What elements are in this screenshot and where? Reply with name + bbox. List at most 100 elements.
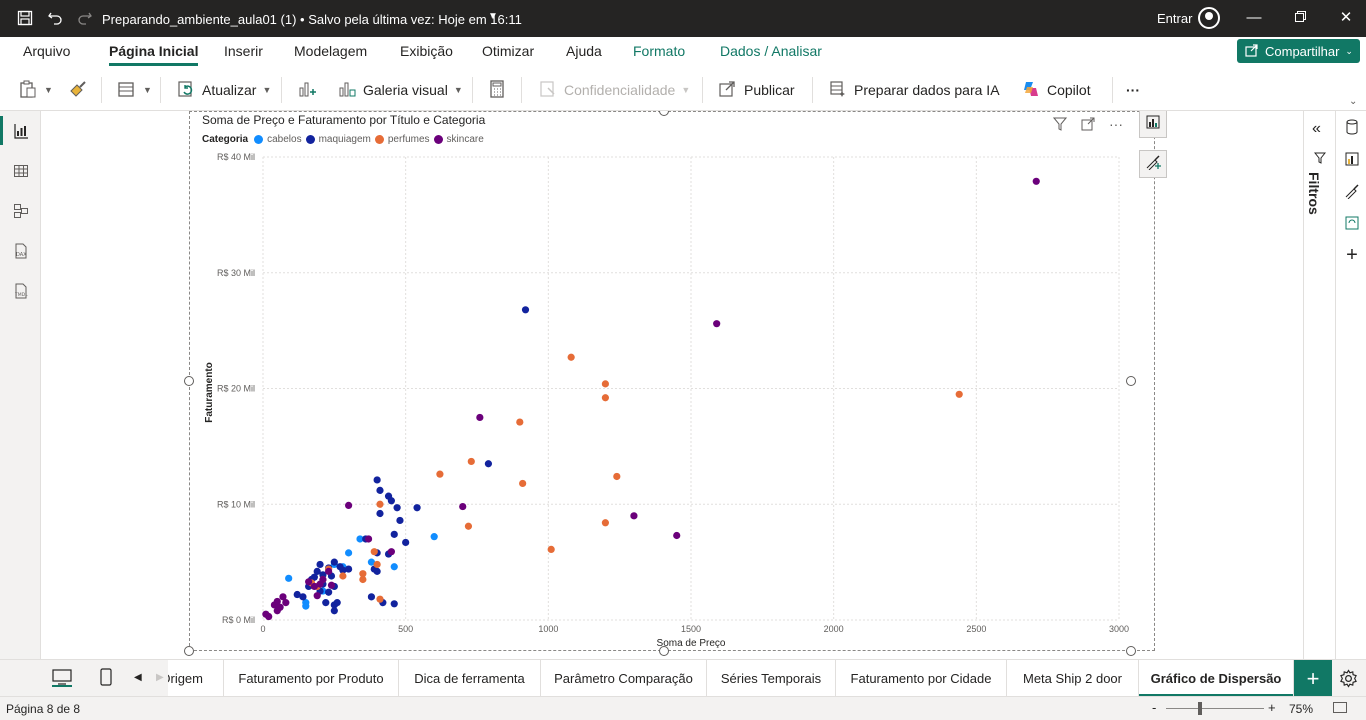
collapse-pane-icon[interactable]: « <box>1312 120 1321 137</box>
calculator-icon <box>487 79 507 102</box>
focus-mode-icon[interactable] <box>1080 116 1096 132</box>
scroll-tabs-left-icon[interactable]: ◀ <box>134 672 142 683</box>
redo-icon[interactable] <box>76 9 94 27</box>
resize-handle-bottom[interactable] <box>659 646 669 656</box>
page-tab-dica-ferramenta[interactable]: Dica de ferramenta <box>399 660 541 697</box>
filter-icon[interactable] <box>1052 116 1068 132</box>
tmdl-view-icon[interactable]: TMDL <box>10 280 31 301</box>
sign-in-link[interactable]: Entrar <box>1157 11 1193 26</box>
add-pane-icon[interactable]: + <box>1346 243 1358 266</box>
data-point-perfumes <box>359 575 367 584</box>
share-icon <box>1245 43 1259 60</box>
get-data-button[interactable]: ▼ <box>117 77 152 103</box>
page-tab-parametro-comparacao[interactable]: Parâmetro Comparação <box>541 660 707 697</box>
zoom-level[interactable]: 75% <box>1289 702 1314 716</box>
publish-button[interactable]: Publicar <box>718 77 795 103</box>
zoom-in-button[interactable]: + <box>1268 700 1276 715</box>
visualizations-pane-icon[interactable] <box>1342 149 1362 169</box>
maximize-icon[interactable] <box>1290 9 1310 27</box>
save-icon[interactable] <box>16 9 34 27</box>
minimize-icon[interactable]: — <box>1246 9 1262 26</box>
copilot-icon <box>1021 79 1041 102</box>
legend-label-skincare[interactable]: skincare <box>446 134 484 145</box>
mobile-layout-icon[interactable] <box>100 668 112 691</box>
copilot-button[interactable]: Copilot <box>1021 77 1091 103</box>
close-icon[interactable]: ✕ <box>1339 9 1353 26</box>
menu-tab-exibicao[interactable]: Exibição <box>400 43 453 59</box>
avatar-icon[interactable] <box>1198 7 1220 29</box>
sensitivity-button[interactable]: Confidencialidade ▼ <box>538 77 690 103</box>
desktop-layout-icon[interactable] <box>51 667 73 692</box>
x-tick-label: 0 <box>260 624 265 634</box>
data-point-perfumes <box>613 472 621 481</box>
prepare-ai-button[interactable]: Preparar dados para IA <box>828 77 1000 103</box>
menu-tab-ajuda[interactable]: Ajuda <box>566 43 602 59</box>
zoom-slider[interactable] <box>1166 708 1264 709</box>
menu-tab-inserir[interactable]: Inserir <box>224 43 263 59</box>
scroll-tabs-right-icon[interactable]: ▶ <box>156 672 164 683</box>
settings-icon[interactable] <box>1339 669 1358 693</box>
sync-slicers-icon[interactable] <box>1342 213 1362 233</box>
chevron-down-icon[interactable]: ▼ <box>488 11 498 22</box>
menu-tab-arquivo[interactable]: Arquivo <box>23 43 71 59</box>
share-button[interactable]: Compartilhar ⌄ <box>1237 39 1360 63</box>
menu-tab-formato[interactable]: Formato <box>633 43 686 59</box>
document-title[interactable]: Preparando_ambiente_aula01 (1) • Salvo p… <box>102 12 522 27</box>
share-label: Compartilhar <box>1265 43 1340 59</box>
menu-tab-dados-analisar[interactable]: Dados / Analisar <box>720 43 822 59</box>
menu-tab-pagina-inicial[interactable]: Página Inicial <box>109 43 199 66</box>
undo-icon[interactable] <box>46 9 64 27</box>
page-tab-grafico-dispersao[interactable]: Gráfico de Dispersão <box>1139 660 1294 697</box>
zoom-slider-thumb[interactable] <box>1198 702 1202 715</box>
paste-button[interactable]: ▼ <box>18 77 53 103</box>
data-pane-icon[interactable] <box>1342 117 1362 137</box>
page-tab-meta-ship[interactable]: Meta Ship 2 door <box>1007 660 1139 697</box>
page-tab-label: Faturamento por Cidade <box>850 671 992 686</box>
page-tab-series-temporais[interactable]: Séries Temporais <box>707 660 836 697</box>
format-pane-icon[interactable] <box>1342 181 1362 201</box>
resize-handle-left[interactable] <box>184 376 194 386</box>
data-point-perfumes <box>436 470 444 478</box>
format-painter-button[interactable] <box>68 77 88 103</box>
legend-label-maquiagem[interactable]: maquiagem <box>318 134 371 145</box>
model-view-icon[interactable] <box>10 200 31 221</box>
menu-tab-otimizar[interactable]: Otimizar <box>482 43 535 59</box>
legend-label-perfumes[interactable]: perfumes <box>387 134 430 145</box>
publish-label: Publicar <box>744 82 795 98</box>
more-options-icon[interactable]: ··· <box>1109 116 1123 132</box>
more-options-button[interactable]: ··· <box>1126 82 1140 98</box>
visual-gallery-button[interactable]: Galeria visual ▼ <box>337 77 463 103</box>
resize-handle-right[interactable] <box>1126 376 1136 386</box>
new-visual-button[interactable] <box>297 77 317 103</box>
chevron-down-icon: ▼ <box>143 85 152 95</box>
data-point-maquiagem <box>325 588 333 596</box>
refresh-button[interactable]: Atualizar ▼ <box>176 77 271 103</box>
collapse-ribbon-icon[interactable]: ⌄ <box>1349 96 1358 107</box>
page-tab-faturamento-cidade[interactable]: Faturamento por Cidade <box>836 660 1007 697</box>
build-visual-button[interactable] <box>1139 111 1167 138</box>
legend-label-cabelos[interactable]: cabelos <box>267 134 302 145</box>
filters-label[interactable]: Filtros <box>1306 172 1322 215</box>
page-tab-label: Séries Temporais <box>720 671 822 686</box>
menu-tab-modelagem[interactable]: Modelagem <box>294 43 368 59</box>
zoom-out-button[interactable]: - <box>1152 700 1157 715</box>
fit-to-page-icon[interactable] <box>1333 702 1347 713</box>
page-tab-label: Parâmetro Comparação <box>554 671 693 686</box>
data-point-maquiagem <box>310 573 318 581</box>
ribbon-divider <box>101 77 102 103</box>
page-tab-faturamento-produto[interactable]: Faturamento por Produto <box>224 660 399 697</box>
format-visual-button[interactable] <box>1139 150 1167 178</box>
dax-query-view-icon[interactable]: DAX <box>10 240 31 261</box>
resize-handle-bottom-right[interactable] <box>1126 646 1136 656</box>
report-view-icon[interactable] <box>0 116 31 145</box>
table-view-icon[interactable] <box>10 160 31 181</box>
page-tab-origem[interactable]: Origem <box>168 660 224 697</box>
view-switcher: DAX TMDL <box>0 111 41 659</box>
scatter-visual[interactable]: Soma de Preço e Faturamento por Título e… <box>184 111 1155 656</box>
resize-handle-bottom-left[interactable] <box>184 646 194 656</box>
data-point-maquiagem <box>376 509 384 518</box>
calculator-button[interactable] <box>487 77 507 103</box>
sensitivity-label: Confidencialidade <box>564 82 676 98</box>
add-page-button[interactable]: + <box>1294 660 1332 697</box>
x-tick-label: 3000 <box>1109 624 1129 634</box>
